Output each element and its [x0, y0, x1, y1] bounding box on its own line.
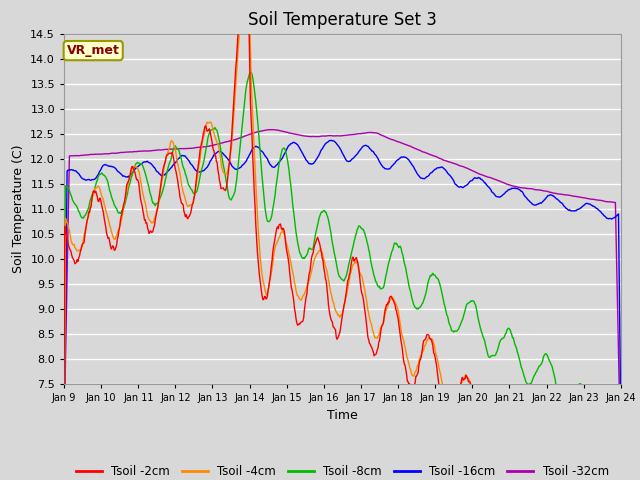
- Title: Soil Temperature Set 3: Soil Temperature Set 3: [248, 11, 437, 29]
- X-axis label: Time: Time: [327, 408, 358, 421]
- Legend: Tsoil -2cm, Tsoil -4cm, Tsoil -8cm, Tsoil -16cm, Tsoil -32cm: Tsoil -2cm, Tsoil -4cm, Tsoil -8cm, Tsoi…: [71, 461, 614, 480]
- Text: VR_met: VR_met: [67, 44, 120, 57]
- Y-axis label: Soil Temperature (C): Soil Temperature (C): [12, 144, 25, 273]
